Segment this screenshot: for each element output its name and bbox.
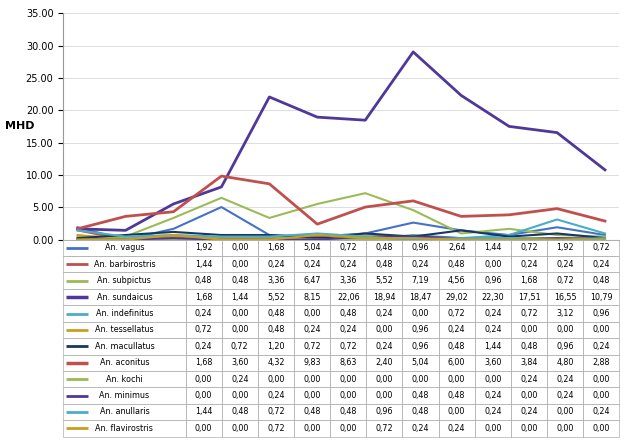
Y-axis label: MHD: MHD <box>6 121 35 131</box>
X-axis label: Jam: Jam <box>74 289 97 299</box>
